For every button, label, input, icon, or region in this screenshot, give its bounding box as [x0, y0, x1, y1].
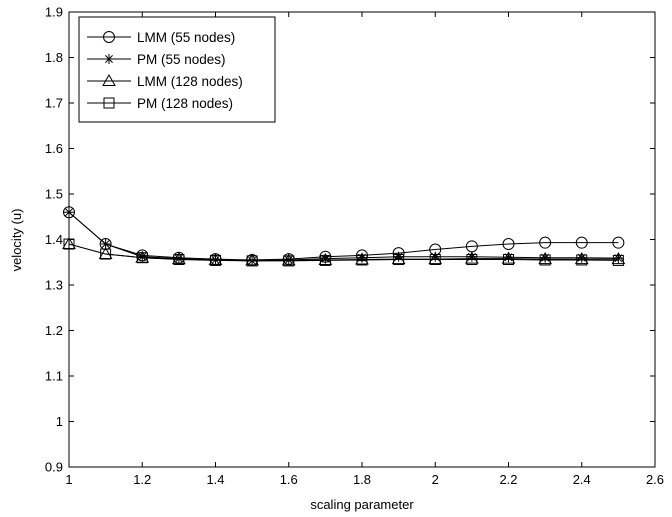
data-point-triangle: [281, 253, 296, 266]
data-point-triangle: [318, 252, 333, 265]
data-point-triangle: [245, 253, 259, 266]
legend-marker-circle: [103, 31, 115, 43]
data-point-circle: [63, 206, 75, 219]
data-point-triangle: [611, 252, 626, 265]
data-point-circle: [539, 236, 552, 249]
data-point-square: [356, 254, 368, 266]
data-point-triangle: [391, 252, 406, 265]
series-layer: [62, 206, 626, 267]
y-tick-label: 1.7: [45, 96, 63, 111]
data-point-square: [393, 254, 405, 266]
x-tick-label: 1: [65, 472, 72, 487]
legend-entry: LMM (55 nodes): [87, 30, 235, 45]
data-point-star: [540, 252, 551, 263]
y-tick-label: 1.6: [45, 141, 63, 156]
x-tick-label: 1.4: [206, 472, 224, 487]
data-point-square: [173, 254, 185, 266]
legend: LMM (55 nodes) PM (55 nodes) LMM (128 node…: [78, 16, 276, 123]
data-point-square: [319, 254, 331, 266]
x-tick-label: 1.8: [353, 472, 371, 487]
y-tick-label: 1.1: [45, 369, 63, 384]
x-tick-label: 2.4: [573, 472, 591, 487]
data-point-square: [503, 254, 514, 266]
data-point-square: [63, 238, 75, 250]
y-tick-label: 1.9: [45, 5, 63, 20]
legend-marker-square: [103, 97, 115, 109]
legend-label: LMM (55 nodes): [137, 30, 235, 45]
legend-label: PM (55 nodes): [137, 52, 226, 67]
data-point-square: [210, 254, 221, 266]
data-point-star: [576, 252, 587, 263]
legend-entry: LMM (128 nodes): [87, 73, 243, 89]
data-point-circle: [575, 236, 588, 249]
data-point-star: [357, 252, 367, 263]
data-point-triangle: [538, 252, 552, 265]
data-point-square: [466, 254, 478, 266]
legend-marker-triangle: [102, 73, 116, 86]
legend-label: LMM (128 nodes): [137, 74, 243, 89]
data-point-triangle: [208, 252, 223, 265]
data-point-square: [612, 254, 624, 266]
data-point-square: [576, 254, 588, 266]
y-tick-label: 0.9: [45, 460, 63, 475]
legend-box: [78, 16, 276, 123]
x-tick-label: 1.2: [133, 472, 151, 487]
series-line: [68, 243, 619, 262]
x-axis-label: scaling parameter: [310, 497, 414, 512]
data-point-star: [137, 251, 148, 262]
y-axis-label: velocity (u): [9, 209, 24, 272]
legend-marker-star: [104, 54, 114, 64]
x-tick-label: 1.6: [280, 472, 298, 487]
axis-ticks: 1 1.2 1.4 1.6 1.8 2 2.2 2.4 2.60.911.11.21.31.41…: [45, 5, 664, 488]
legend-entry: PM (55 nodes): [87, 52, 226, 67]
data-point-star: [320, 253, 331, 264]
data-point-star: [613, 253, 624, 264]
data-point-square: [429, 254, 441, 266]
data-point-square: [246, 255, 258, 267]
data-point-square: [283, 255, 295, 267]
data-point-triangle: [574, 252, 589, 265]
legend-entry: PM (128 nodes): [87, 96, 233, 111]
data-point-square: [539, 254, 551, 266]
data-point-star: [393, 251, 404, 262]
data-point-star: [64, 207, 74, 218]
x-tick-label: 2.6: [646, 472, 664, 487]
legend-label: PM (128 nodes): [137, 96, 233, 111]
data-point-star: [100, 239, 111, 250]
x-tick-label: 2: [432, 472, 439, 487]
data-point-circle: [502, 238, 515, 251]
data-point-triangle: [465, 251, 479, 264]
data-point-star: [430, 251, 441, 262]
data-point-triangle: [501, 251, 516, 264]
y-tick-label: 1: [56, 414, 63, 429]
series-line: [68, 211, 619, 261]
data-point-star: [466, 251, 477, 262]
data-point-star: [503, 252, 514, 263]
data-point-triangle: [355, 252, 369, 265]
y-tick-label: 1.8: [45, 50, 63, 65]
series-line: [68, 211, 619, 262]
data-point-circle: [612, 236, 625, 249]
y-tick-label: 1.5: [45, 187, 63, 202]
x-tick-label: 2.2: [499, 472, 517, 487]
data-point-square: [100, 248, 112, 260]
series-square: [63, 238, 624, 267]
y-tick-label: 1.4: [45, 232, 63, 247]
data-point-triangle: [172, 252, 186, 265]
y-tick-label: 1.2: [45, 323, 63, 338]
y-tick-label: 1.3: [45, 278, 63, 293]
data-point-triangle: [428, 252, 443, 265]
data-point-square: [136, 252, 148, 264]
